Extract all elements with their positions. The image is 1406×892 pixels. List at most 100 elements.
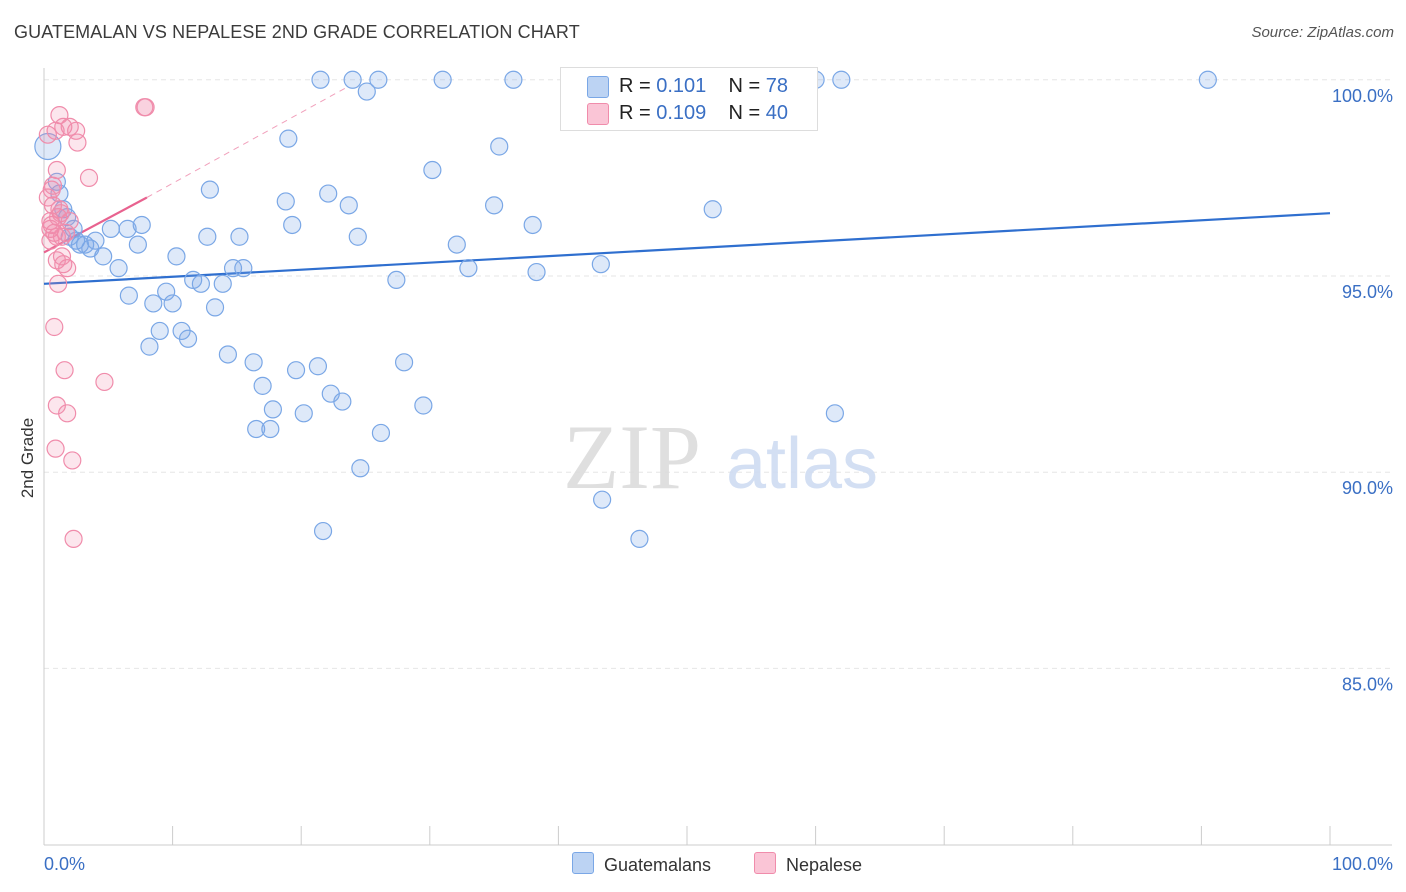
point-nepalese xyxy=(60,211,79,231)
point-guatemalans xyxy=(157,282,176,301)
y-tick-label: 100.0% xyxy=(1332,86,1393,106)
source-label: Source: ZipAtlas.com xyxy=(1251,24,1394,41)
point-guatemalans xyxy=(144,294,163,313)
legend-swatch-nepalese xyxy=(587,103,609,125)
point-guatemalans xyxy=(387,270,406,290)
point-nepalese xyxy=(68,133,87,152)
point-guatemalans xyxy=(200,180,219,199)
point-guatemalans xyxy=(167,247,186,266)
point-nepalese xyxy=(79,168,99,187)
point-guatemalans xyxy=(150,321,169,341)
stats-legend: R = 0.101 N = 78 R = 0.109 N = 40 xyxy=(560,67,818,131)
point-guatemalans xyxy=(371,423,391,443)
point-guatemalans xyxy=(213,274,232,293)
point-guatemalans xyxy=(223,259,243,278)
point-guatemalans xyxy=(348,227,367,246)
point-nepalese xyxy=(46,439,65,458)
legend-r-value: 0.101 xyxy=(656,75,707,97)
point-nepalese xyxy=(95,372,114,392)
point-guatemalans xyxy=(205,298,225,317)
point-guatemalans xyxy=(118,219,137,238)
point-nepalese xyxy=(47,160,66,180)
chart-title: GUATEMALAN VS NEPALESE 2ND GRADE CORRELA… xyxy=(14,22,580,42)
legend-n-label: N = xyxy=(728,75,766,97)
point-guatemalans xyxy=(276,192,295,211)
point-guatemalans xyxy=(593,490,612,509)
grid-lines xyxy=(44,79,1392,669)
point-guatemalans xyxy=(357,82,376,101)
point-guatemalans xyxy=(94,247,113,266)
point-nepalese xyxy=(41,219,60,238)
trend-line-nepalese-extension xyxy=(146,87,347,198)
point-guatemalans xyxy=(311,70,330,89)
point-guatemalans xyxy=(523,215,542,235)
watermark: ZIP atlas xyxy=(563,406,878,508)
point-guatemalans xyxy=(191,274,210,293)
legend-r-value: 0.109 xyxy=(656,102,707,124)
point-guatemalans xyxy=(433,70,452,89)
point-guatemalans xyxy=(394,353,414,372)
trend-lines xyxy=(43,87,1331,285)
point-guatemalans xyxy=(504,70,523,89)
point-guatemalans xyxy=(247,419,266,439)
point-nepalese xyxy=(49,274,68,293)
point-guatemalans xyxy=(109,259,128,278)
point-guatemalans xyxy=(369,70,388,89)
point-nepalese xyxy=(64,529,83,549)
point-nepalese xyxy=(42,180,61,199)
x-tick-label-min: 0.0% xyxy=(44,854,85,874)
point-guatemalans xyxy=(351,459,370,478)
legend-r-label: R = xyxy=(619,102,657,124)
point-guatemalans xyxy=(263,400,283,419)
point-guatemalans xyxy=(447,235,466,254)
point-guatemalans xyxy=(279,129,298,148)
point-guatemalans xyxy=(230,227,249,246)
legend-n-value: 40 xyxy=(765,102,789,124)
point-guatemalans xyxy=(132,215,151,235)
legend-n-label: N = xyxy=(728,102,766,124)
point-guatemalans xyxy=(832,70,851,89)
point-guatemalans xyxy=(163,294,182,313)
point-guatemalans xyxy=(339,196,358,215)
watermark-zip: ZIP xyxy=(563,406,701,508)
point-guatemalans xyxy=(485,196,504,215)
point-guatemalans xyxy=(414,396,433,415)
y-tick-label: 90.0% xyxy=(1342,478,1393,498)
y-axis-label: 2nd Grade xyxy=(18,417,37,499)
point-guatemalans xyxy=(1198,70,1217,89)
point-nepalese xyxy=(45,317,64,337)
axes xyxy=(43,68,1392,846)
point-guatemalans xyxy=(308,357,328,376)
point-nepalese xyxy=(136,98,155,117)
point-nepalese xyxy=(55,361,74,380)
nepalese-points xyxy=(38,98,155,549)
point-guatemalans xyxy=(591,255,610,274)
legend-swatch-nepalese xyxy=(754,852,776,874)
tick-labels: 100.0% 95.0% 90.0% 85.0% 0.0% 100.0% xyxy=(44,86,1393,874)
point-nepalese xyxy=(47,396,66,415)
legend-label-guatemalans: Guatemalans xyxy=(604,855,712,875)
x-tick-label-max: 100.0% xyxy=(1332,854,1393,874)
point-guatemalans xyxy=(198,227,217,246)
point-nepalese xyxy=(63,451,82,470)
point-guatemalans xyxy=(490,137,509,156)
point-guatemalans xyxy=(423,160,442,180)
point-guatemalans xyxy=(527,262,546,282)
point-nepalese xyxy=(50,105,69,125)
legend-swatch-guatemalans xyxy=(587,76,609,98)
point-guatemalans xyxy=(286,361,306,380)
point-guatemalans xyxy=(140,337,159,356)
legend-label-nepalese: Nepalese xyxy=(786,855,863,875)
point-guatemalans xyxy=(178,329,198,348)
point-guatemalans xyxy=(218,345,237,364)
point-guatemalans xyxy=(86,231,105,250)
bottom-legend-nepalese[interactable]: Nepalese xyxy=(754,852,862,876)
point-guatemalans xyxy=(128,235,147,254)
point-guatemalans xyxy=(234,259,253,278)
point-guatemalans xyxy=(703,200,722,219)
bottom-legend-guatemalans[interactable]: Guatemalans xyxy=(572,852,711,876)
point-guatemalans xyxy=(294,404,313,423)
point-guatemalans xyxy=(343,70,362,89)
point-guatemalans xyxy=(253,376,272,395)
